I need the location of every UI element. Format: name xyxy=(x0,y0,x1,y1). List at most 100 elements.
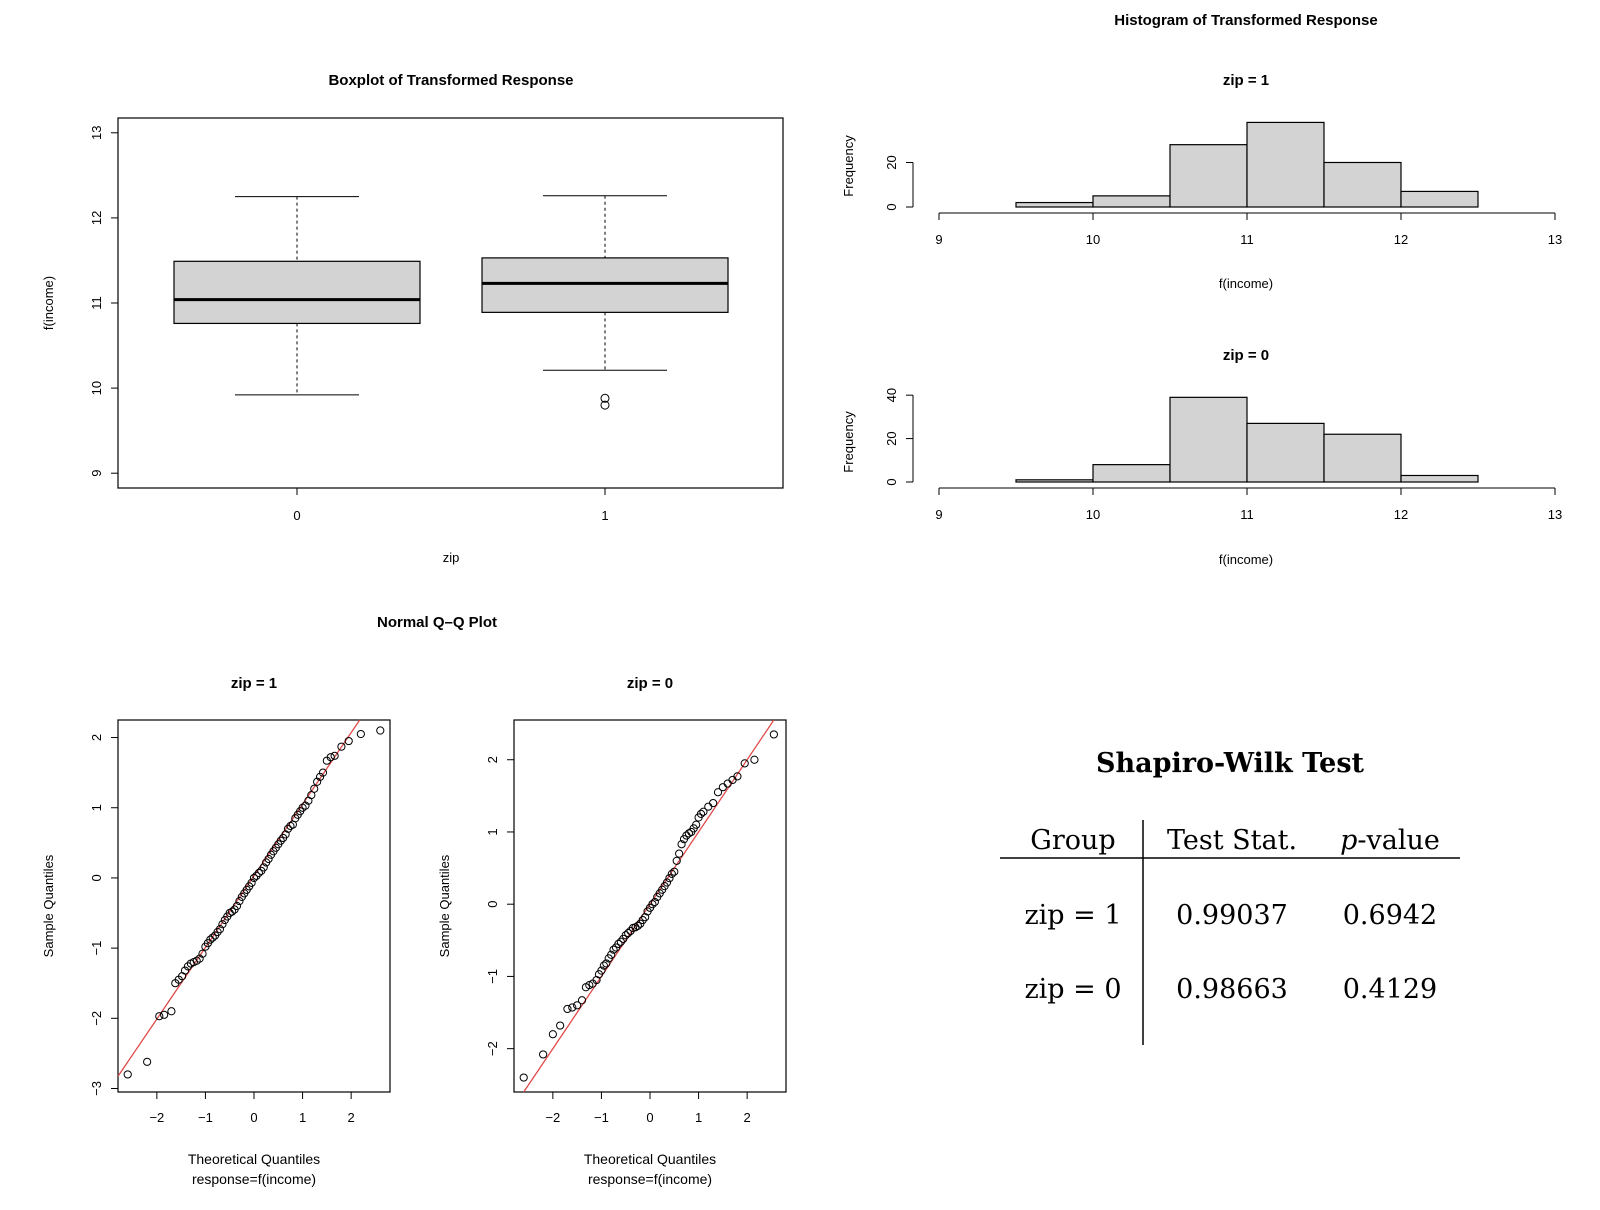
qq-y-tick-label: −1 xyxy=(89,941,104,956)
qq-y-tick-label: −1 xyxy=(485,969,500,984)
histogram-bar xyxy=(1169,396,1248,483)
qq-zip1-title: zip = 1 xyxy=(231,675,277,692)
qq-x-tick-label: 1 xyxy=(695,1110,702,1125)
qq-y-tick-label: 1 xyxy=(89,804,104,811)
qq-point xyxy=(563,1004,572,1014)
qq-point xyxy=(218,920,227,929)
qq-point xyxy=(599,961,608,970)
qq-point xyxy=(597,966,606,975)
qq-x-tick-label: −2 xyxy=(149,1110,164,1125)
histogram-y-tick-label: 20 xyxy=(884,431,899,445)
qq-point xyxy=(684,829,693,838)
qq-point xyxy=(568,1003,577,1012)
boxplot-y-tick-label: 10 xyxy=(89,381,104,395)
qq-point xyxy=(281,830,290,839)
qq-point xyxy=(247,878,256,887)
histogram-bar xyxy=(1323,433,1402,483)
qq-point xyxy=(313,777,322,786)
qq-zip0-title: zip = 0 xyxy=(627,675,673,692)
qq-point xyxy=(286,821,295,831)
boxplot-y-tick-label: 13 xyxy=(89,126,104,140)
qq-zip0-x-sublabel: response=f(income) xyxy=(588,1171,712,1187)
qq-point xyxy=(215,925,225,934)
histogram-x-tick-label: 13 xyxy=(1548,507,1562,522)
qq-y-tick-label: −3 xyxy=(89,1081,104,1096)
qq-point xyxy=(183,962,193,971)
qq-point xyxy=(337,742,346,751)
qq-point xyxy=(648,900,657,909)
qq-point xyxy=(607,950,616,959)
histogram-bar xyxy=(1092,464,1171,483)
qq-point xyxy=(318,768,328,777)
histogram-x-tick-label: 12 xyxy=(1394,232,1408,247)
qq-zip1-frame xyxy=(117,719,391,1093)
qq-point xyxy=(769,730,778,739)
qq-point xyxy=(740,759,749,768)
boxplot-panel: Boxplot of Transformed Response 91011121… xyxy=(41,72,784,565)
qq-point xyxy=(160,1010,169,1019)
shapiro-header-p-italic: p xyxy=(1340,825,1357,856)
qq-y-tick-label: 2 xyxy=(89,734,104,741)
qq-point xyxy=(249,873,259,883)
qq-point xyxy=(704,802,713,811)
boxplot-title: Boxplot of Transformed Response xyxy=(328,72,573,89)
qq-point xyxy=(235,896,244,906)
qq-point xyxy=(677,840,686,849)
histogram-x-tick-label: 10 xyxy=(1086,232,1100,247)
qq-main-title: Normal Q–Q Plot xyxy=(377,614,497,631)
shapiro-row2-group: zip = 0 xyxy=(1024,974,1121,1005)
histogram-bar xyxy=(1400,190,1479,208)
histogram-bar xyxy=(1092,195,1171,208)
qq-point xyxy=(718,783,727,792)
qq-point xyxy=(519,1073,528,1082)
qq-point xyxy=(577,996,587,1005)
qq-point xyxy=(641,913,650,922)
qq-zip0: zip = 0 Theoretical Quantiles response=f… xyxy=(437,675,787,1187)
histogram-main-title: Histogram of Transformed Response xyxy=(1114,12,1377,29)
qq-point xyxy=(662,878,672,887)
histogram-bar xyxy=(1015,479,1094,483)
qq-point xyxy=(723,779,732,788)
histogram-zip0-x-label: f(income) xyxy=(1219,552,1273,567)
qq-point xyxy=(592,975,601,985)
histogram-y-tick-label: 0 xyxy=(884,203,899,210)
shapiro-header-p-rest: -value xyxy=(1357,825,1439,856)
boxplot-y-tick-label: 12 xyxy=(89,211,104,225)
shapiro-row2-pvalue: 0.4129 xyxy=(1343,974,1437,1005)
qq-x-tick-label: −2 xyxy=(545,1110,560,1125)
shapiro-row1-group: zip = 1 xyxy=(1024,900,1121,931)
boxplot-y-axis: 9 10 11 12 13 xyxy=(89,126,118,477)
histogram-zip0: zip = 0 f(income) Frequency 9 10 11 12 13 0 20… xyxy=(841,347,1562,567)
qq-point xyxy=(254,868,263,878)
boxplot-x-tick-label: 0 xyxy=(293,508,300,523)
qq-point xyxy=(213,927,222,937)
qq-point xyxy=(344,736,353,746)
qq-zip1-x-sublabel: response=f(income) xyxy=(192,1171,316,1187)
qq-point xyxy=(283,824,293,833)
shapiro-table: Shapiro-Wilk Test Group Test Stat. p-val… xyxy=(1000,748,1460,1045)
shapiro-header-group: Group xyxy=(1030,825,1115,856)
histogram-bar xyxy=(1169,144,1248,208)
qq-y-tick-label: 0 xyxy=(485,901,500,908)
qq-point xyxy=(206,935,215,944)
qq-point xyxy=(609,945,618,954)
qq-point xyxy=(556,1021,565,1030)
qq-zip0-frame xyxy=(513,719,787,1093)
qq-point xyxy=(672,856,681,865)
histogram-bar xyxy=(1323,161,1402,208)
qq-point xyxy=(301,801,310,810)
qq-point xyxy=(195,954,204,963)
histogram-bar xyxy=(1246,422,1325,483)
qq-x-tick-label: 2 xyxy=(348,1110,355,1125)
qq-point xyxy=(650,897,659,907)
qq-point xyxy=(276,836,285,845)
qq-point xyxy=(733,772,742,781)
shapiro-header-pvalue: p-value xyxy=(1340,825,1440,856)
qq-point xyxy=(208,933,217,942)
qq-point xyxy=(633,921,642,930)
boxplot-box xyxy=(481,257,729,313)
qq-point xyxy=(713,788,723,797)
histogram-bar xyxy=(1015,201,1094,208)
boxplot-y-label: f(income) xyxy=(41,276,56,330)
qq-point xyxy=(614,939,623,949)
